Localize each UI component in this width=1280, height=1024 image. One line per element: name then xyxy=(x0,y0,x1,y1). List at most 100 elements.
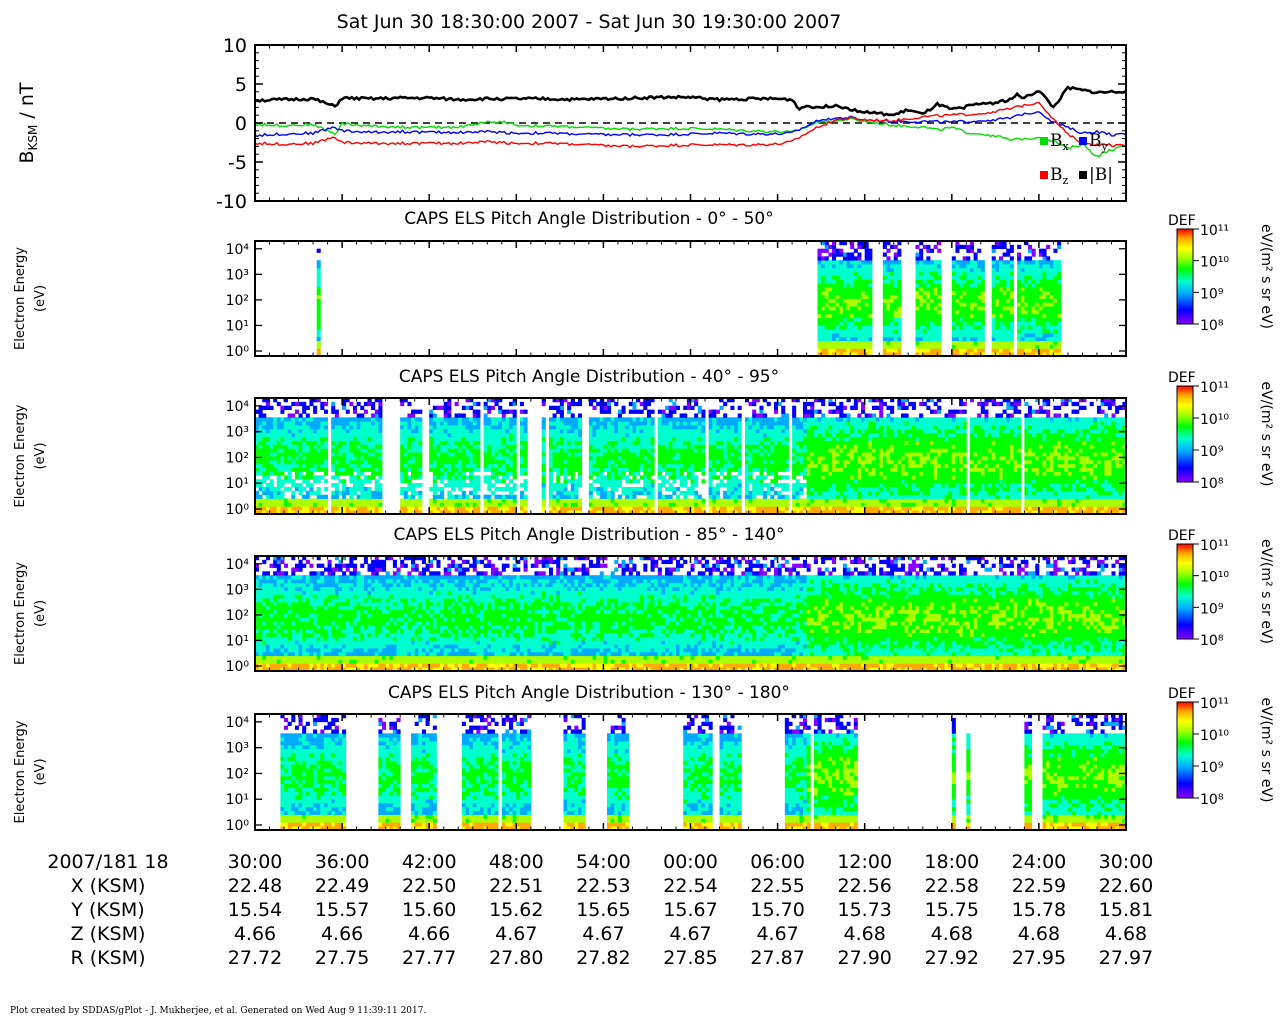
spectrogram-cell xyxy=(766,486,771,492)
spectrogram-cell xyxy=(668,452,673,457)
spectrogram-cell xyxy=(926,325,931,330)
spectrogram-cell xyxy=(861,321,866,326)
spectrogram-cell xyxy=(937,329,942,334)
spectrogram-cell xyxy=(588,490,593,496)
spectrogram-cell xyxy=(548,417,553,422)
spectrogram-cell xyxy=(730,436,735,441)
spectrogram-cell xyxy=(643,498,648,503)
spectrogram-cell xyxy=(461,405,466,410)
spectrogram-cell xyxy=(294,510,299,515)
spectrogram-cell xyxy=(320,502,325,507)
spectrogram-cell xyxy=(578,483,583,488)
spectrogram-cell xyxy=(617,409,622,414)
spectrogram-cell xyxy=(342,486,347,492)
spectrogram-cell xyxy=(411,459,416,465)
spectrogram-cell xyxy=(298,401,303,407)
spectrogram-cell xyxy=(294,421,299,426)
spectrogram-cell xyxy=(969,317,974,322)
spectrogram-cell xyxy=(632,444,637,449)
spectrogram-cell xyxy=(1053,306,1058,311)
spectrogram-cell xyxy=(1035,290,1040,296)
spectrogram-cell xyxy=(864,252,869,257)
spectrogram-cell xyxy=(636,417,641,422)
spectrogram-cell xyxy=(342,506,347,511)
spectrogram-cell xyxy=(262,444,267,449)
spectrogram-cell xyxy=(349,417,354,422)
spectrogram-cell xyxy=(933,267,938,273)
spectrogram-cell xyxy=(291,483,296,488)
spectrogram-cell xyxy=(937,333,942,338)
spectrogram-cell xyxy=(614,475,619,480)
spectrogram-cell xyxy=(287,417,292,422)
spectrogram-cell xyxy=(886,287,891,292)
spectrogram-cell xyxy=(436,463,441,468)
spectrogram-cell xyxy=(476,428,481,434)
spectrogram-cell xyxy=(679,483,684,488)
spectrogram-cell xyxy=(715,483,720,488)
spectrogram-cell xyxy=(1042,348,1047,353)
spectrogram-cell xyxy=(509,459,514,465)
spectrogram-cell xyxy=(603,506,608,511)
spectrogram-cell xyxy=(639,463,644,468)
spectrogram-cell xyxy=(567,448,572,453)
spectrogram-cell xyxy=(316,440,321,445)
spectrogram-cell xyxy=(617,452,622,457)
spectrogram-cell xyxy=(842,267,847,273)
spectrogram-cell xyxy=(411,494,416,499)
spectrogram-cell xyxy=(781,483,786,488)
spectrogram-cell xyxy=(661,494,666,499)
spectrogram-cell xyxy=(661,436,666,441)
spectrogram-cell xyxy=(665,405,670,410)
spectrogram-cell xyxy=(356,448,361,453)
spectrogram-cell xyxy=(922,310,927,315)
spectrogram-cell xyxy=(436,510,441,515)
spectrogram-cell xyxy=(861,294,866,299)
spectrogram-cell xyxy=(919,287,924,292)
spectrogram-cell xyxy=(922,271,927,276)
spectrogram-cell xyxy=(850,283,855,288)
spectrogram-cell xyxy=(832,306,837,311)
spectrogram-cell xyxy=(1031,248,1036,253)
spectrogram-cell xyxy=(599,510,604,515)
spectrogram-cell xyxy=(1017,264,1022,269)
spectrogram-cell xyxy=(559,452,564,457)
spectrogram-cell xyxy=(490,421,495,426)
spectrogram-cell xyxy=(556,398,561,403)
spectrogram-cell xyxy=(817,317,822,322)
spectrogram-cell xyxy=(273,459,278,465)
spectrogram-cell xyxy=(407,417,412,422)
spectrogram-cell xyxy=(338,459,343,465)
spectrogram-cell xyxy=(287,456,292,461)
spectrogram-cell xyxy=(574,421,579,426)
spectrogram-cell xyxy=(766,510,771,515)
spectrogram-cell xyxy=(614,436,619,441)
spectrogram-cell xyxy=(360,494,365,499)
spectrogram-cell xyxy=(418,475,423,480)
spectrogram-cell xyxy=(850,298,855,303)
spectrogram-cell xyxy=(454,417,459,422)
spectrogram-cell xyxy=(607,467,612,472)
spectrogram-cell xyxy=(374,440,379,445)
spectrogram-cell xyxy=(443,502,448,507)
spectrogram-cell xyxy=(483,401,488,407)
spectrogram-cell xyxy=(752,498,757,503)
spectrogram-cell xyxy=(1035,313,1040,319)
spectrogram-cell xyxy=(926,310,931,315)
spectrogram-cell xyxy=(683,479,688,484)
spectrogram-cell xyxy=(556,498,561,503)
spectrogram-cell xyxy=(726,440,731,445)
spectrogram-cell xyxy=(955,264,960,269)
spectrogram-cell xyxy=(476,432,481,438)
spectrogram-cell xyxy=(603,494,608,499)
spectrogram-cell xyxy=(258,483,263,488)
spectrogram-cell xyxy=(447,510,452,515)
spectrogram-cell xyxy=(922,348,927,353)
spectrogram-cell xyxy=(966,298,971,303)
spectrogram-cell xyxy=(316,467,321,472)
spectrogram-cell xyxy=(1017,306,1022,311)
spectrogram-cell xyxy=(280,463,285,468)
spectrogram-cell xyxy=(915,302,920,307)
spectrogram-cell xyxy=(821,283,826,288)
spectrogram-cell xyxy=(483,452,488,457)
spectrogram-cell xyxy=(440,448,445,453)
